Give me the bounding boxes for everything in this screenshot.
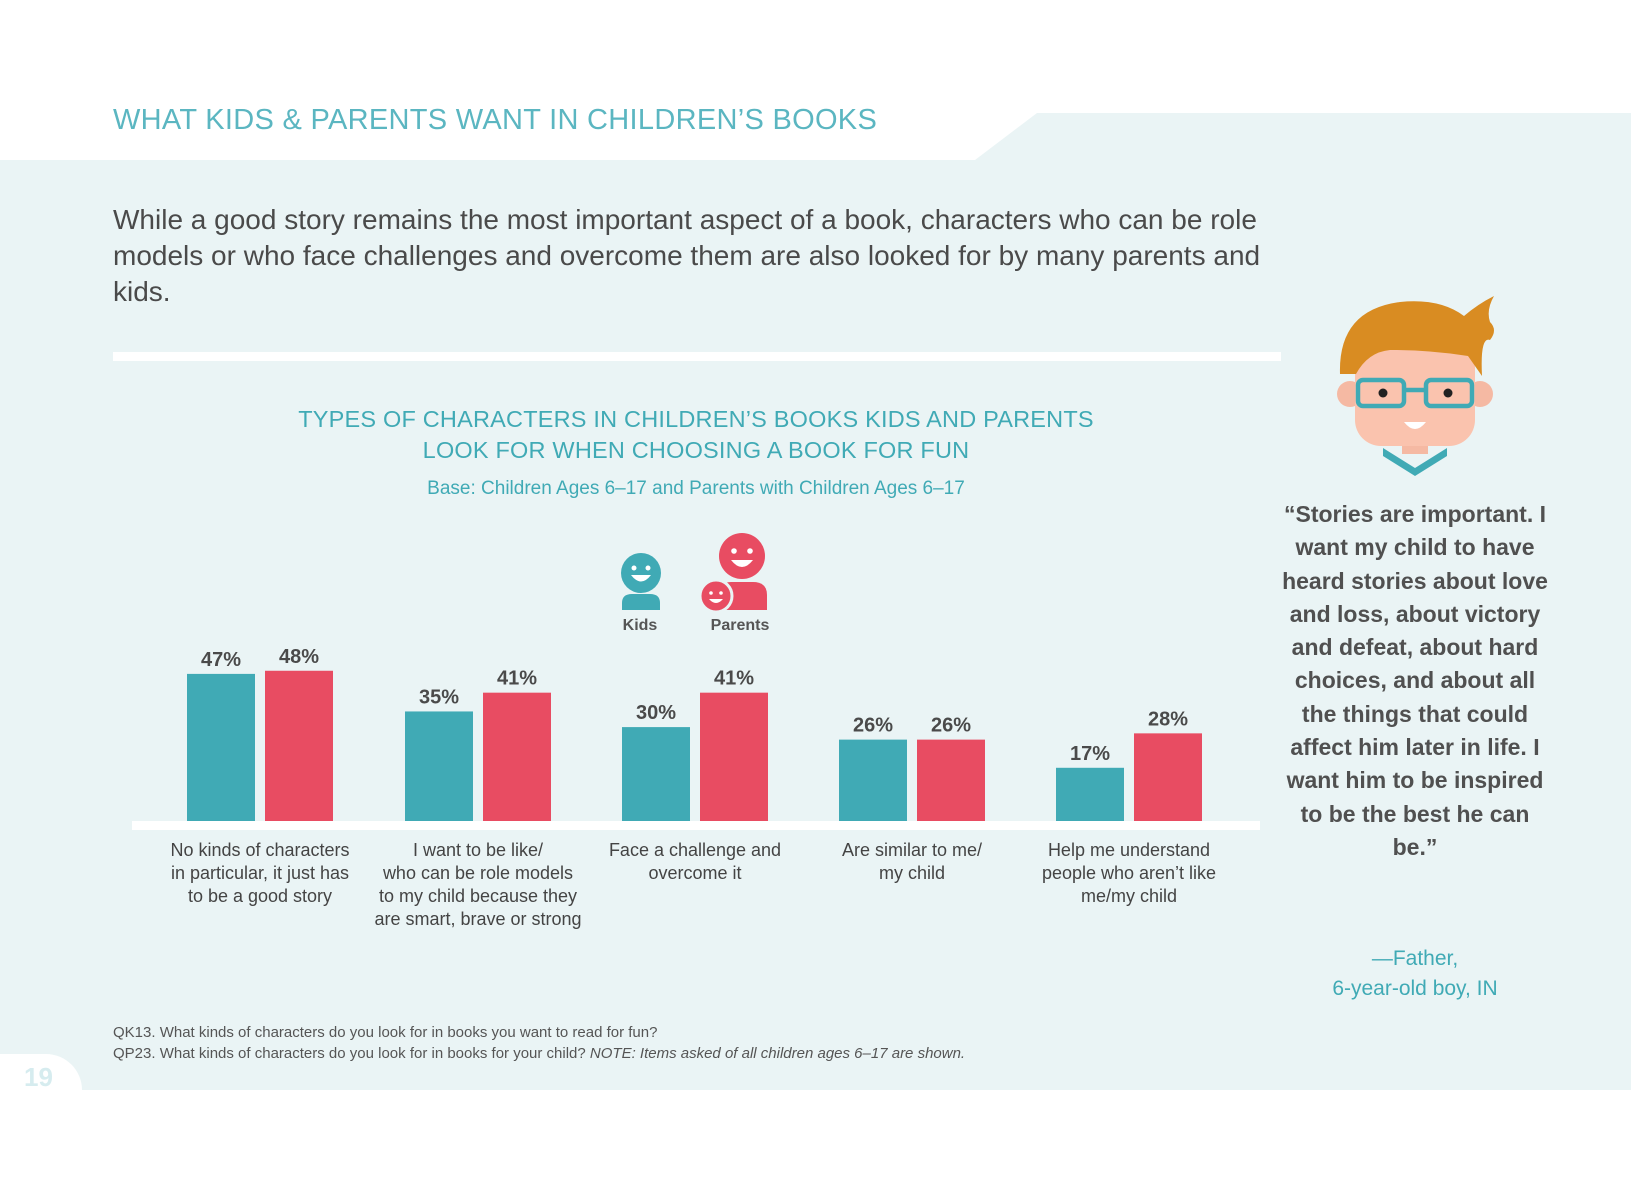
category-label-line: to my child because they <box>378 886 578 906</box>
category-label-1: No kinds of characters in particular, it … <box>145 839 375 908</box>
bar-kids-2 <box>405 711 473 821</box>
value-label-kids-1: 47% <box>201 649 241 671</box>
category-label-5: Help me understand people who aren’t like… <box>1014 839 1244 908</box>
shirt-collar <box>1383 448 1447 476</box>
attribution-line-1: —Father, <box>1371 947 1459 970</box>
category-label-line: are smart, brave or strong <box>374 909 582 929</box>
value-label-parents-1: 48% <box>279 646 319 668</box>
bar-parents-1 <box>265 670 333 821</box>
category-label-line: my child <box>878 863 945 883</box>
category-label-line: in particular, it just has <box>170 863 350 883</box>
chart-title: TYPES OF CHARACTERS IN CHILDREN’S BOOKS … <box>190 404 1202 466</box>
bar-parents-4 <box>917 739 985 821</box>
value-label-kids-2: 35% <box>419 686 459 708</box>
value-label-parents-2: 41% <box>497 668 537 690</box>
value-label-parents-5: 28% <box>1148 708 1188 730</box>
intro-text: While a good story remains the most impo… <box>113 204 1261 307</box>
category-label-line: Face a challenge and <box>608 840 782 860</box>
category-label-line: overcome it <box>648 863 742 883</box>
quote-attribution: —Father, 6-year-old boy, IN <box>1280 944 1550 1004</box>
section-title: WHAT KIDS & PARENTS WANT IN CHILDREN’S B… <box>113 104 878 136</box>
footnote-1: QK13. What kinds of characters do you lo… <box>113 1024 658 1041</box>
category-label-line: Help me understand <box>1047 840 1211 860</box>
bar-kids-1 <box>187 673 255 821</box>
bar-parents-5 <box>1134 733 1202 821</box>
chart-title-line-2: LOOK FOR WHEN CHOOSING A BOOK FOR FUN <box>422 437 970 463</box>
bar-kids-5 <box>1056 767 1124 821</box>
footnote-2-note: NOTE: Items asked of all children ages 6… <box>589 1045 966 1062</box>
value-label-kids-4: 26% <box>853 715 893 737</box>
category-label-line: people who aren’t like <box>1041 863 1217 883</box>
category-label-4: Are similar to me/my child <box>797 839 1027 885</box>
value-label-kids-3: 30% <box>636 702 676 724</box>
glasses <box>1355 377 1475 409</box>
category-label-line: I want to be like/ <box>412 840 544 860</box>
bar-parents-3 <box>700 692 768 821</box>
chart-subtitle: Base: Children Ages 6–17 and Parents wit… <box>427 478 965 499</box>
attribution-line-2: 6-year-old boy, IN <box>1332 977 1498 1000</box>
footnote-2-main: QP23. What kinds of characters do you lo… <box>113 1045 590 1062</box>
page-number: 19 <box>24 1062 53 1092</box>
value-label-parents-3: 41% <box>714 668 754 690</box>
value-label-parents-4: 26% <box>931 715 971 737</box>
bar-kids-3 <box>622 727 690 821</box>
x-axis-baseline <box>132 821 1260 830</box>
value-label-kids-5: 17% <box>1070 743 1110 765</box>
category-label-line: No kinds of characters <box>170 840 350 860</box>
category-label-line: Are similar to me/ <box>841 840 983 860</box>
category-label-3: Face a challenge and overcome it <box>580 839 810 885</box>
quote-text: “Stories are important. I want my child … <box>1282 501 1548 860</box>
category-label-2: I want to be like/who can be role models… <box>363 839 593 931</box>
legend-parents-label: Parents <box>710 617 770 634</box>
boy-illustration <box>1337 296 1494 476</box>
hair <box>1339 296 1494 376</box>
legend-kids-label: Kids <box>622 617 658 634</box>
mouth <box>1404 422 1426 429</box>
category-label-line: who can be role models <box>382 863 574 883</box>
category-label-line: me/my child <box>1080 886 1178 906</box>
page-number-tab: 19 <box>0 1054 82 1092</box>
category-label-line: to be a good story <box>187 886 333 906</box>
bar-parents-2 <box>483 692 551 821</box>
divider <box>113 352 1281 361</box>
bar-kids-4 <box>839 739 907 821</box>
footnote-2: QP23. What kinds of characters do you lo… <box>113 1045 965 1062</box>
chart-title-line-1: TYPES OF CHARACTERS IN CHILDREN’S BOOKS … <box>298 406 1094 432</box>
